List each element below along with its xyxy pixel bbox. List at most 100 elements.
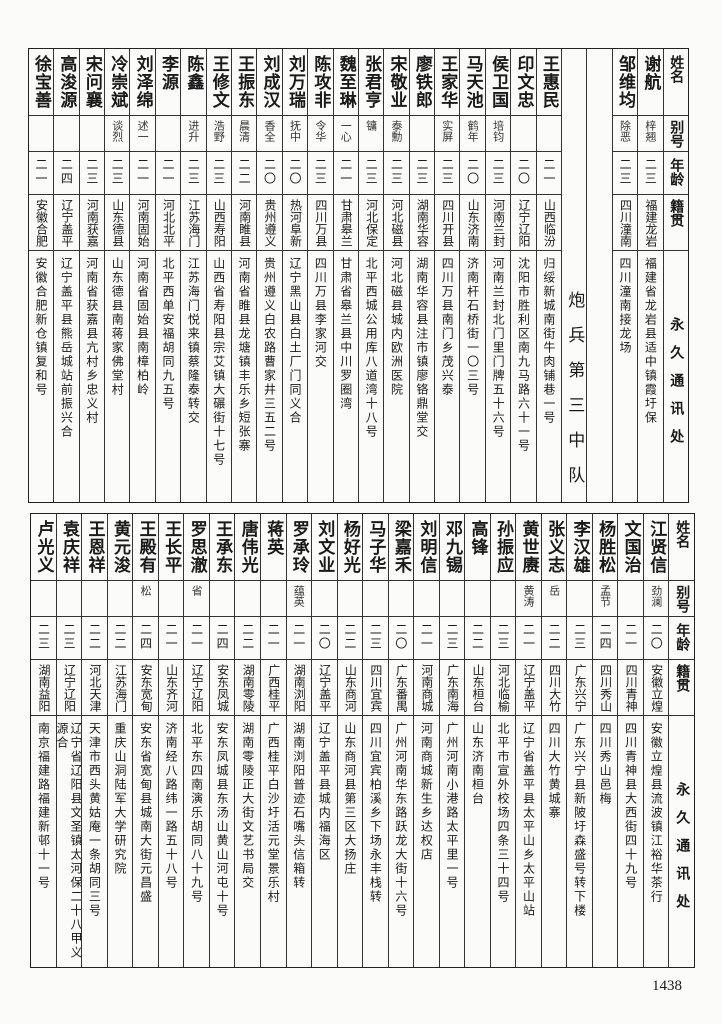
person-name: 罗思澈 xyxy=(186,520,207,574)
person-address-cell: 四川大竹黄城寨 xyxy=(542,716,567,967)
person-native: 辽宁盖平 xyxy=(522,664,537,712)
person-age: 二一 xyxy=(521,623,536,651)
person-column: 张君亨镛二三 河北保定 北平西城公用库八道湾十八号 xyxy=(357,49,384,502)
person-address-cell: 安徽立煌县流波镇江裕华茶行 xyxy=(644,716,669,967)
person-age: 二〇 xyxy=(465,158,480,186)
person-age-cell: 二一 xyxy=(184,617,209,660)
person-address: 湖南浏阳普迹石嘴头信箱转 xyxy=(291,722,306,890)
person-alias-cell xyxy=(465,581,490,617)
person-column: 宋问襄 二三 河南获嘉 河南省获嘉县亢村乡忠义村 xyxy=(78,49,105,502)
person-address: 辽宁盖平县城内福海区 xyxy=(317,722,332,862)
person-name-cell: 谢航 xyxy=(638,49,663,116)
person-name-cell: 徐宝善 xyxy=(28,49,54,116)
person-column: 王家华 实屏 二三 四川开县 四川万县南门乡茂兴泰 xyxy=(434,49,460,502)
person-name-cell: 印文忠 xyxy=(511,49,536,116)
person-name: 张义志 xyxy=(544,520,565,574)
person-name: 王长平 xyxy=(161,520,182,574)
person-native: 四川宜宾 xyxy=(368,664,383,712)
person-name: 刘文业 xyxy=(314,520,335,574)
person-alias: 抚中 xyxy=(288,120,302,142)
person-address-cell: 济南杆石桥街一〇三号 xyxy=(460,251,484,502)
person-alias: 黄涛 xyxy=(522,585,536,607)
person-alias-cell xyxy=(209,581,235,617)
person-column: 印文忠 二〇 辽宁辽阳 沈阳市胜利区南九马路六十一号 xyxy=(510,49,536,502)
person-native: 湖南浏阳 xyxy=(292,664,307,712)
person-column: 廖铁郎 二三 湖南华容 湖南华容县注市镇廖铬鼎堂交 xyxy=(408,49,435,502)
header-native-label: 籍贯 xyxy=(674,664,691,692)
person-column: 宋敬业 泰勳 二三 河北磁县 河北磁县城内欧洲医院 xyxy=(383,49,409,502)
person-alias-cell xyxy=(363,581,388,617)
person-age: 二三 xyxy=(440,158,455,186)
person-address: 河南省固始县南樟柏岭 xyxy=(135,257,150,397)
person-address: 贵州遵义白农路曹家井三五二号 xyxy=(262,257,277,453)
person-address: 四川大竹黄城寨 xyxy=(547,722,562,820)
person-native-cell: 辽宁辽阳 xyxy=(184,660,209,716)
person-age-cell: 二一 xyxy=(333,152,358,195)
person-native-cell: 四川大竹 xyxy=(541,660,567,716)
person-column: 江贤信 劲澜 二〇 安徽立煌 安徽立煌县流波镇江裕华茶行 xyxy=(642,514,669,967)
header-age-label: 年龄 xyxy=(668,158,685,186)
person-name-cell: 蒋英 xyxy=(260,514,286,581)
person-native: 辽宁盖平 xyxy=(59,199,74,247)
person-name: 杨胜松 xyxy=(595,520,616,574)
person-age-cell: 二三 xyxy=(79,152,105,195)
person-alias-cell xyxy=(409,116,435,152)
person-age-cell: 二〇 xyxy=(388,617,414,660)
person-address-cell: 沈阳市胜利区南九马路六十一号 xyxy=(511,251,535,502)
person-age-cell: 二一 xyxy=(260,617,286,660)
person-name: 徐宝善 xyxy=(31,55,52,109)
person-name-cell: 王长平 xyxy=(158,514,184,581)
person-name-cell: 刘文业 xyxy=(312,514,337,581)
person-alias: 进升 xyxy=(186,120,200,142)
person-address: 济南杆石桥街一〇三号 xyxy=(465,257,480,397)
person-native-cell: 河北临榆 xyxy=(490,660,516,716)
person-name: 卢光义 xyxy=(33,520,54,574)
person-alias-cell: 镛 xyxy=(358,116,384,152)
person-name: 王恩祥 xyxy=(84,520,105,574)
person-address-cell: 四川潼南接龙场 xyxy=(613,251,637,502)
person-name: 张君亨 xyxy=(361,55,382,109)
person-address-cell: 辽宁省盖平县太平山乡太平山站 xyxy=(516,716,541,967)
person-native: 辽宁辽阳 xyxy=(516,199,531,247)
person-native-cell: 湖南零陵 xyxy=(235,660,260,716)
person-name-cell: 王惠民 xyxy=(536,49,562,116)
person-name-cell: 王殿有 xyxy=(133,514,158,581)
person-native-cell: 河北北平 xyxy=(155,195,181,251)
person-address-cell: 湖南零陵正大街文艺书局交 xyxy=(235,716,260,967)
person-address: 北平西城公用库八道湾十八号 xyxy=(364,257,379,439)
person-age: 二四 xyxy=(59,158,74,186)
person-alias: 省 xyxy=(190,585,204,596)
person-native: 山西寿阳 xyxy=(212,199,227,247)
person-address-cell: 广州河南小港路太平里一号 xyxy=(440,716,465,967)
person-age-cell: 二一 xyxy=(158,617,184,660)
person-name-cell: 黄世赓 xyxy=(516,514,541,581)
person-address: 归绥新城南街牛肉铺巷一号 xyxy=(541,257,556,425)
person-name-cell: 邓九锡 xyxy=(439,514,465,581)
person-age-cell: 二三 xyxy=(206,152,231,195)
person-column: 陈鑫 进升 二三 江苏海门 江苏海门悦来镇蔡隆泰转交 xyxy=(180,49,206,502)
person-native-cell: 河南固始 xyxy=(130,195,155,251)
person-native: 广东兴宁 xyxy=(573,664,588,712)
person-name: 魏至琳 xyxy=(335,55,356,109)
person-native-cell: 甘肃皋兰 xyxy=(333,195,358,251)
person-column: 高锋 二二 山东桓台 山东济南桓台 xyxy=(464,514,490,967)
person-alias-cell xyxy=(155,116,181,152)
person-name: 王承东 xyxy=(212,520,233,574)
person-age-cell: 二二 xyxy=(107,617,133,660)
person-address-cell: 辽宁盖平县熊岳城站前振兴合 xyxy=(54,251,78,502)
person-age: 二〇 xyxy=(262,158,277,186)
header-cell-address: 永久通讯处 xyxy=(669,716,694,967)
person-address-cell: 北平市宣外校场四条三十四号 xyxy=(491,716,516,967)
person-alias-cell: 一心 xyxy=(333,116,358,152)
person-native: 湖南零陵 xyxy=(241,664,256,712)
person-address: 山东济南桓台 xyxy=(470,722,485,806)
person-address-cell: 河南兰封北门里门牌五十六号 xyxy=(486,251,510,502)
person-column: 谢航 梓翘 二三 福建龙岩 福建省龙岩县适中镇霞圩保 xyxy=(637,49,663,502)
person-column: 杨胜松 孟节 二四 四川秀山 四川秀山邑梅 xyxy=(591,514,618,967)
person-address-cell: 四川青神县大西街四十九号 xyxy=(618,716,643,967)
person-name: 宋问襄 xyxy=(81,55,102,109)
person-age: 二三 xyxy=(491,158,506,186)
person-column: 罗承玲 蕴英 二一 湖南浏阳 湖南浏阳普迹石嘴头信箱转 xyxy=(285,514,312,967)
person-alias-cell xyxy=(414,581,439,617)
person-age-cell: 二〇 xyxy=(282,152,308,195)
